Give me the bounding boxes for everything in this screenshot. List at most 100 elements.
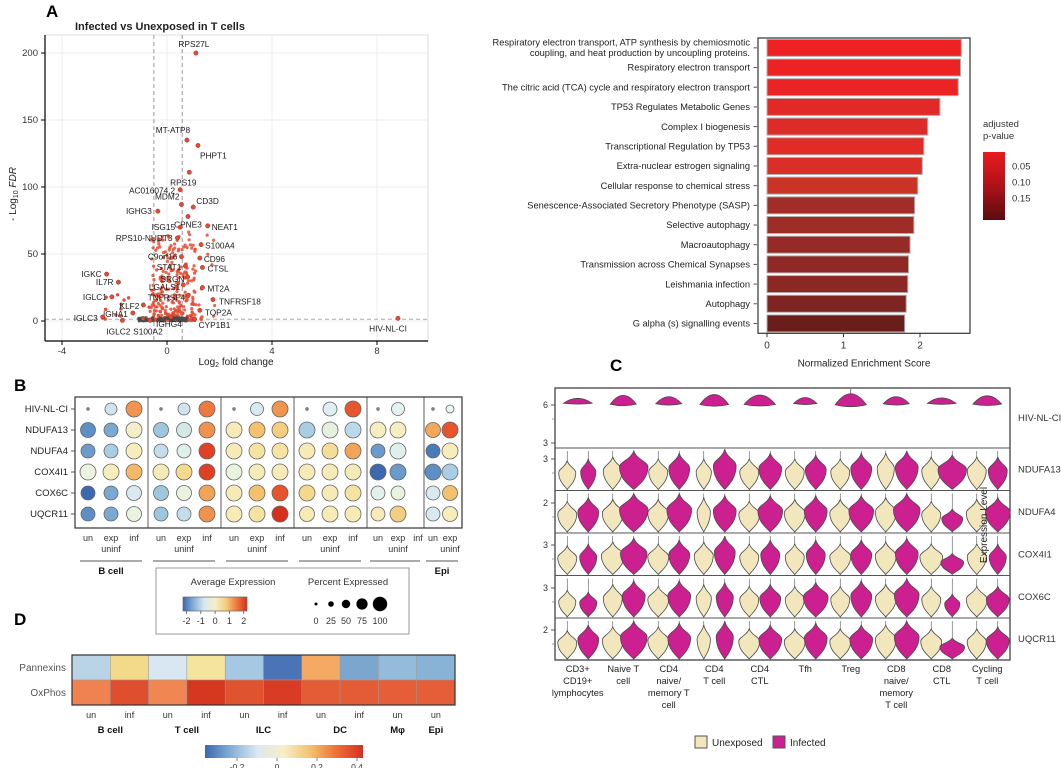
volcano-point xyxy=(166,234,170,238)
expression-dot xyxy=(321,505,339,523)
pct-size-dot xyxy=(372,596,388,612)
volcano-point-nonsig xyxy=(156,319,160,323)
volcano-point xyxy=(104,295,108,299)
volcano-point xyxy=(167,295,171,299)
violin-infected xyxy=(620,536,648,576)
violin-infected xyxy=(940,552,965,576)
violin-infected xyxy=(757,493,784,533)
expression-dot xyxy=(299,506,315,522)
violin-unexposed xyxy=(647,625,670,660)
condition-tick-label: inf xyxy=(202,533,212,543)
volcano-gene-point xyxy=(197,255,203,261)
volcano-point xyxy=(185,245,189,250)
pct-tick-label: 100 xyxy=(372,616,387,626)
y-tick-label: 2 xyxy=(543,625,548,635)
y-tick-label: 3 xyxy=(543,540,548,550)
violin-gene-label: COX4I1 xyxy=(1018,549,1052,560)
expression-dot xyxy=(389,463,407,481)
condition-tick-label: exp xyxy=(177,533,192,543)
x-tick-label: 0 xyxy=(164,346,169,357)
colorbar-tick-label: 0.4 xyxy=(351,762,363,768)
heatmap-col-label: inf xyxy=(125,710,135,720)
violin-infected xyxy=(712,448,737,491)
violin-unexposed xyxy=(557,628,578,660)
expression-dot xyxy=(344,400,362,418)
pathway-label: Leishmania infection xyxy=(665,279,750,289)
volcano-point xyxy=(175,286,179,291)
heatmap-group-label: T cell xyxy=(175,725,199,736)
heatmap-col-label: inf xyxy=(201,710,211,720)
volcano-gene-label: IL7R xyxy=(96,277,114,287)
heatmap-colorbar xyxy=(205,745,363,758)
volcano-gene-point xyxy=(180,282,186,288)
legend-swatch-unexposed xyxy=(694,735,708,749)
category-label: T cell xyxy=(885,700,907,710)
pathway-label: Respiratory electron transport, ATP synt… xyxy=(493,38,751,48)
violin-unexposed xyxy=(558,588,577,618)
heatmap-group-label: Epi xyxy=(428,725,443,736)
pathway-label: Respiratory electron transport xyxy=(628,63,751,73)
violin-infected xyxy=(850,452,873,491)
expression-dot xyxy=(102,463,120,481)
expression-dot xyxy=(153,422,169,438)
volcano-point xyxy=(171,256,175,260)
volcano-point xyxy=(193,249,197,253)
violin-infected xyxy=(849,623,874,660)
volcano-gene-label: IGLC2 xyxy=(106,326,130,336)
violin-infected xyxy=(805,539,826,576)
expression-dot xyxy=(344,421,362,439)
condition-tick-label: un xyxy=(428,533,438,543)
violin-infected xyxy=(668,452,691,491)
volcano-point xyxy=(168,263,173,267)
violin-gene-label: COX6C xyxy=(1018,592,1051,603)
violin-infected xyxy=(699,394,730,407)
volcano-point xyxy=(147,305,151,309)
expression-dot xyxy=(298,484,316,502)
x-axis-label: Log2 fold change xyxy=(198,357,274,369)
volcano-gene-label: CTSL xyxy=(207,263,229,273)
category-label: naive/ xyxy=(884,676,909,686)
expression-dot xyxy=(80,443,96,459)
violin-unexposed xyxy=(739,586,760,618)
violin-infected xyxy=(579,590,598,618)
condition-tick-label: exp xyxy=(323,533,338,543)
condition-tick-label: exp xyxy=(250,533,265,543)
volcano-point xyxy=(141,316,145,321)
violin-infected xyxy=(620,619,648,660)
volcano-point xyxy=(191,295,195,299)
volcano-point xyxy=(160,290,165,294)
heatmap-col-label: un xyxy=(393,710,403,720)
volcano-point xyxy=(163,308,167,313)
nes-bar xyxy=(766,275,909,294)
celltype-group-label: Epi xyxy=(435,566,450,577)
expression-dot xyxy=(389,505,407,523)
expression-dot xyxy=(80,485,96,501)
violin-unexposed xyxy=(696,624,711,660)
colorbar-tick-label: 0 xyxy=(275,762,280,768)
condition-tick-label: exp xyxy=(443,533,458,543)
violin-unexposed xyxy=(695,584,712,618)
violin-unexposed xyxy=(784,586,805,618)
condition-tick-label: un xyxy=(156,533,166,543)
nes-bar xyxy=(766,314,906,333)
expression-dot xyxy=(103,485,119,501)
expression-dot xyxy=(248,484,266,502)
volcano-point xyxy=(187,230,191,234)
expression-dot xyxy=(389,421,407,439)
volcano-gene-point xyxy=(179,202,184,207)
heatmap-row-label: Pannexins xyxy=(19,663,66,674)
legend-swatch-infected xyxy=(772,735,786,749)
expression-dot xyxy=(198,421,216,439)
volcano-point xyxy=(213,303,217,308)
expression-dot xyxy=(431,407,435,411)
violin-infected xyxy=(834,393,868,408)
violin-infected xyxy=(562,397,594,405)
expression-dot xyxy=(344,463,362,481)
nes-bar xyxy=(766,58,962,77)
category-label: Naive T xyxy=(607,664,639,674)
heatmap-group-label: B cell xyxy=(98,725,123,736)
expression-dot xyxy=(344,505,362,523)
heatmap-cell xyxy=(224,654,264,681)
legend-title: adjusted xyxy=(983,119,1019,130)
